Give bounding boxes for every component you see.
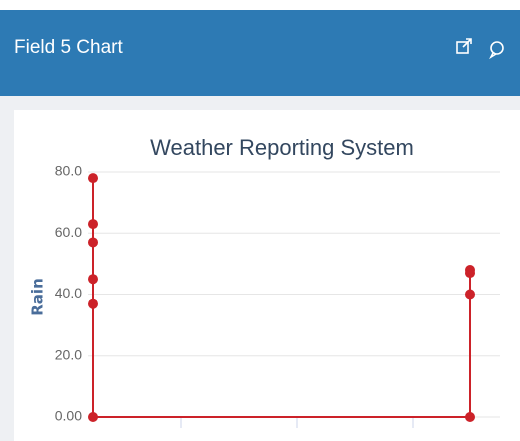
header-bar [0,10,520,96]
chart-title: Weather Reporting System [150,135,414,160]
data-point [88,219,98,230]
y-tick-label: 80.0 [55,163,82,179]
y-tick-label: 0.00 [55,408,82,424]
data-point [465,289,475,300]
header-title: Field 5 Chart [14,37,123,58]
open-icon[interactable] [456,38,472,54]
y-axis-label: Rain [29,278,47,316]
chart-card [14,110,520,441]
data-point [465,265,475,275]
data-point [88,173,98,184]
data-point [88,298,98,309]
y-tick-label: 60.0 [55,224,82,240]
data-line [92,178,471,418]
data-point [88,274,98,285]
y-tick-label: 20.0 [55,346,82,362]
data-point [88,237,98,248]
data-point [88,412,98,422]
data-point [465,412,475,422]
x-tick-marks [180,418,414,428]
comment-icon[interactable] [489,41,504,60]
y-tick-label: 40.0 [55,285,82,301]
